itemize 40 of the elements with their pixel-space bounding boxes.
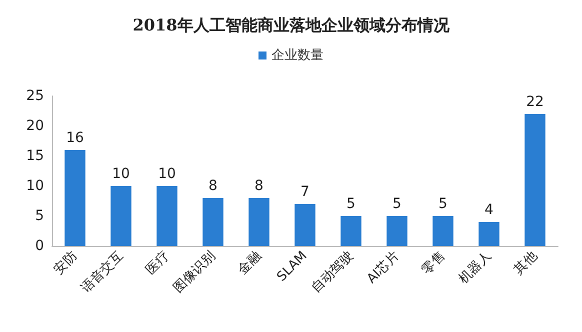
bar [386, 216, 408, 246]
legend-label: 企业数量 [272, 48, 324, 63]
x-tick-label: 图像识别 [170, 248, 218, 296]
data-label: 4 [484, 202, 494, 218]
x-tick-label: 金融 [235, 248, 264, 278]
data-label: 7 [300, 184, 310, 200]
bar [110, 186, 132, 246]
x-tick-label: 语音交互 [78, 248, 126, 296]
data-label: 8 [208, 178, 218, 194]
data-label: 5 [438, 196, 448, 212]
data-label: 5 [392, 196, 402, 212]
x-tick-label: 医疗 [143, 248, 172, 278]
data-label: 16 [66, 130, 84, 146]
bar [202, 198, 224, 246]
y-tick-label: 10 [26, 178, 44, 194]
y-tick-label: 20 [26, 118, 44, 134]
data-label: 22 [526, 94, 544, 110]
bar [156, 186, 178, 246]
x-tick-label: 零售 [419, 248, 448, 278]
y-tick-label: 15 [26, 148, 44, 164]
data-label: 8 [254, 178, 264, 194]
bar [248, 198, 270, 246]
chart-title: 2018年人工智能商业落地企业领域分布情况 [132, 16, 450, 34]
bar [340, 216, 362, 246]
bar [64, 150, 86, 246]
data-label: 10 [158, 166, 176, 182]
x-tick-label: 自动驾驶 [308, 248, 356, 296]
bar [432, 216, 454, 246]
bar [478, 222, 500, 246]
x-tick-label: 其他 [511, 248, 540, 278]
data-label: 5 [346, 196, 356, 212]
y-tick-label: 25 [26, 88, 44, 104]
data-label: 10 [112, 166, 130, 182]
x-tick-label: 安防 [50, 248, 80, 278]
x-tick-label: AI芯片 [364, 248, 402, 287]
y-tick-label: 0 [35, 238, 44, 254]
x-tick-label: 机器人 [456, 248, 494, 287]
bar [294, 204, 316, 246]
y-tick-label: 5 [35, 208, 44, 224]
bar [524, 114, 546, 246]
